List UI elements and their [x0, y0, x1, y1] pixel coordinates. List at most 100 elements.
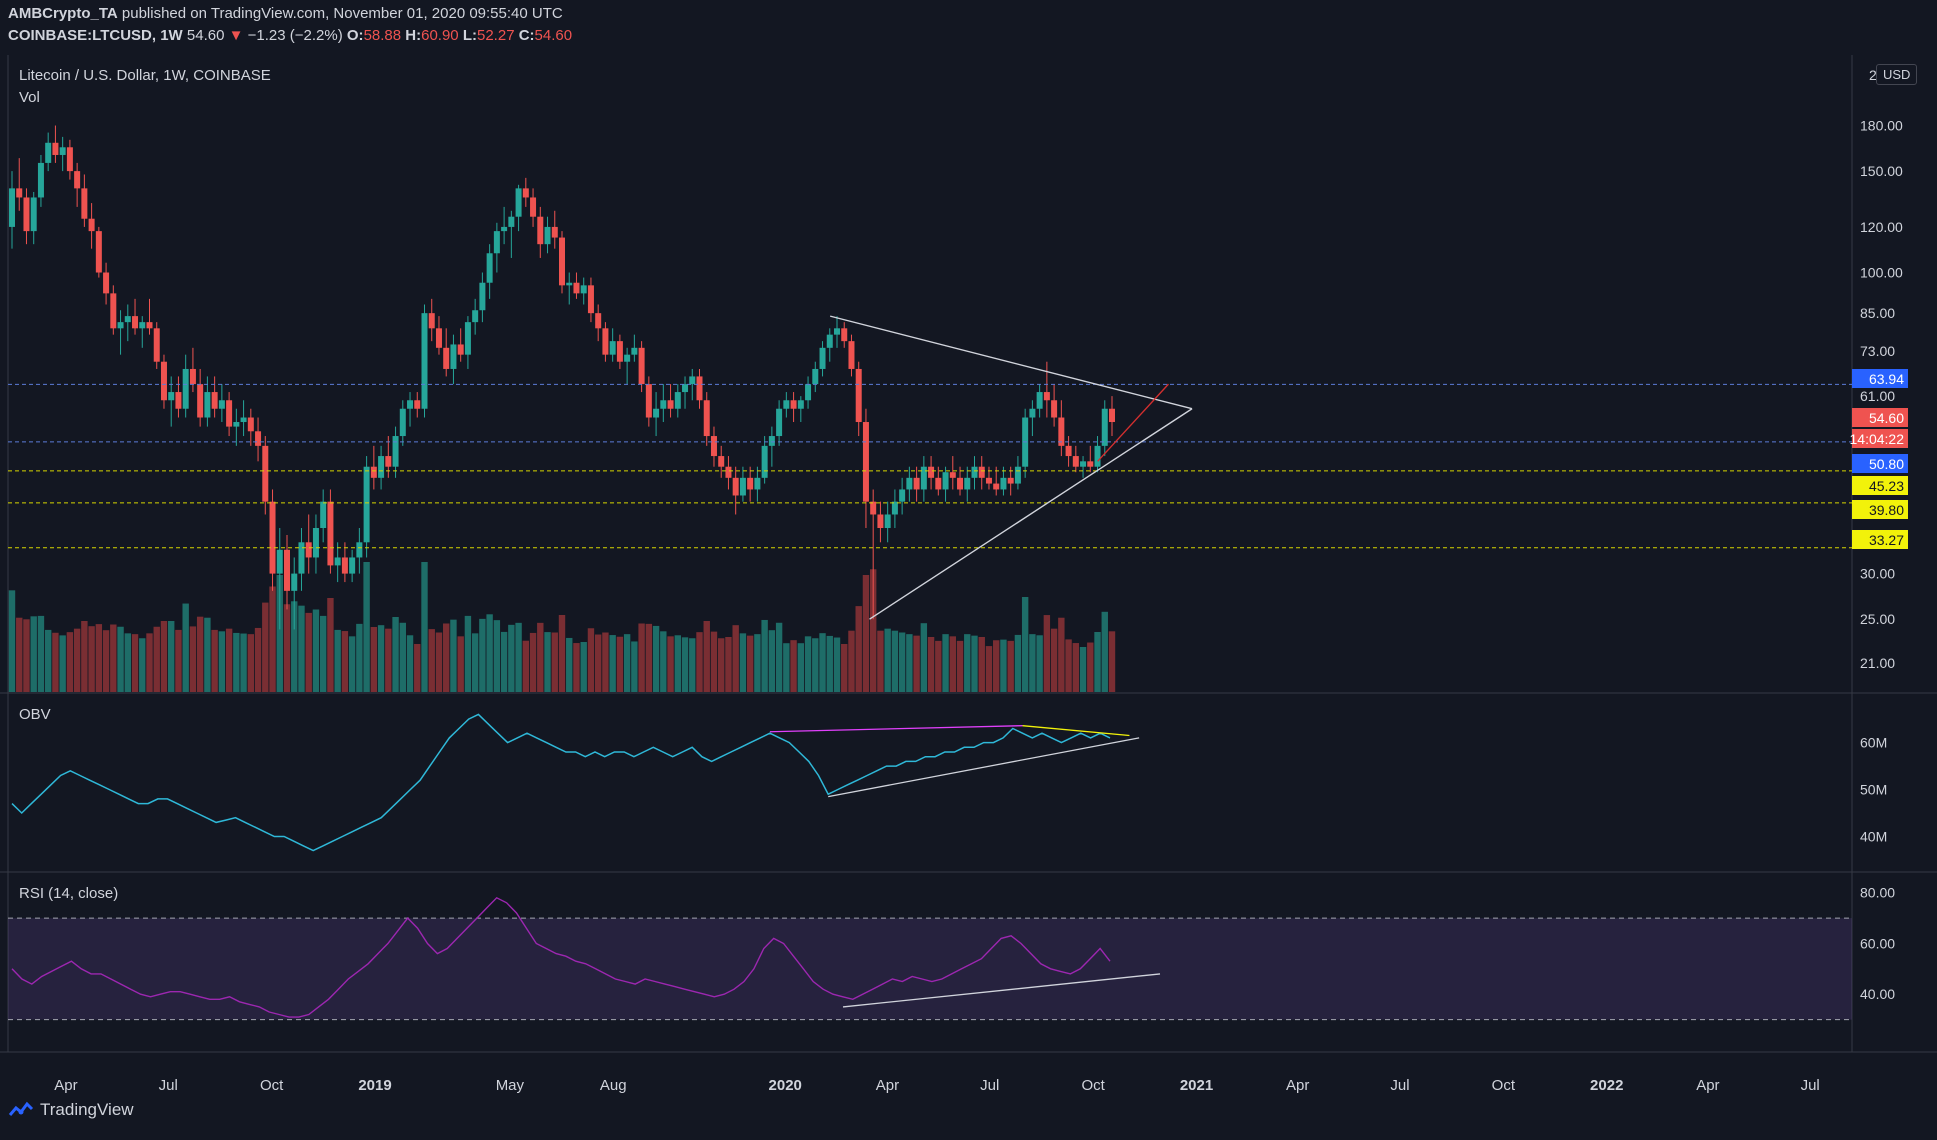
candle-body [710, 436, 717, 457]
volume-bar [739, 633, 747, 692]
candle-body [877, 514, 884, 529]
candle-body [464, 322, 471, 355]
candle-body [255, 431, 262, 446]
candle-body [638, 347, 645, 385]
volume-bar [1101, 611, 1108, 692]
footer-brand[interactable]: TradingView [8, 1100, 134, 1120]
volume-bar [392, 617, 399, 692]
candle-body [66, 147, 73, 172]
volume-bar [587, 628, 595, 692]
volume-bar [833, 637, 841, 692]
volume-bar [457, 636, 464, 692]
candle-body [103, 272, 110, 294]
volume-bar [283, 604, 291, 692]
volume-bar [710, 631, 718, 692]
candle-body [457, 344, 464, 355]
volume-bar [754, 634, 761, 692]
volume-bar [196, 616, 204, 692]
volume-bar [399, 622, 406, 692]
rsi-line [11, 896, 1111, 1018]
trendline [1097, 383, 1169, 462]
candle-body [211, 392, 218, 409]
candle-body [74, 171, 81, 189]
candle-body [197, 384, 204, 418]
volume-bar [406, 635, 414, 692]
rsi-tick-label: 40.00 [1860, 986, 1895, 1002]
candle-body [747, 477, 754, 490]
price-label-box [1852, 429, 1908, 448]
volume-bar [225, 628, 233, 692]
candle-body [305, 542, 312, 558]
volume-bar [59, 635, 66, 692]
candle-body [595, 313, 602, 329]
volume-bar [1014, 634, 1022, 692]
volume-bar [319, 615, 327, 692]
candle-body [276, 549, 283, 574]
trendline [829, 315, 1193, 410]
candle-body [971, 466, 978, 478]
volume-bar [385, 628, 392, 692]
candle-body [696, 376, 703, 401]
candle-body [993, 483, 1000, 490]
candle-body [653, 408, 660, 418]
candle-body [587, 285, 594, 314]
candle-body [81, 188, 88, 219]
volume-bar [428, 629, 435, 692]
candle-body [407, 400, 414, 409]
candle-body [957, 477, 964, 490]
volume-bar [551, 632, 558, 692]
candle-body [682, 384, 689, 393]
candle-body [920, 466, 927, 490]
candle-body [59, 147, 66, 155]
volume-bar [826, 635, 833, 692]
volume-bar [146, 633, 153, 692]
obv-trendline [1022, 725, 1130, 737]
candle-body [660, 400, 667, 409]
candle-body [942, 472, 949, 490]
obv-trendline [828, 737, 1140, 798]
volume-bar [594, 634, 602, 692]
volume-bar [566, 637, 573, 692]
candle-body [761, 445, 768, 478]
volume-bar [240, 633, 247, 692]
volume-bar [1108, 631, 1116, 692]
volume-bar [450, 619, 457, 692]
candle-body [978, 466, 985, 478]
candle-body [262, 445, 269, 502]
close-label: C: [518, 27, 535, 44]
volume-bar [906, 634, 913, 692]
volume-bar [110, 624, 117, 692]
candle-body [160, 361, 167, 401]
volume-bar [1007, 640, 1014, 692]
candle-body [95, 231, 102, 273]
volume-bar [124, 633, 131, 692]
volume-bar [783, 643, 790, 692]
obv-line [11, 713, 1111, 852]
volume-bar [942, 634, 949, 692]
rsi-tick-label: 80.00 [1860, 885, 1895, 901]
volume-bar [1029, 634, 1036, 692]
candle-body [1036, 392, 1043, 409]
low-label: L: [462, 27, 477, 44]
currency-button[interactable]: USD [1876, 64, 1918, 85]
volume-bar [175, 629, 182, 692]
volume-bar [616, 636, 624, 692]
scale-top-label: 2 [1869, 67, 1877, 83]
rsi-tick-label: 60.00 [1860, 935, 1895, 951]
volume-label: Vol [19, 89, 40, 106]
candle-body [501, 226, 508, 232]
volume-bar [131, 634, 139, 692]
volume-bar [681, 637, 689, 692]
candle-body [88, 218, 95, 232]
volume-bar [891, 630, 899, 692]
candle-body [240, 417, 247, 423]
obv-tick-label: 60M [1860, 735, 1887, 751]
candle-body [718, 456, 725, 467]
volume-bar [1050, 628, 1058, 692]
volume-bar [370, 627, 378, 692]
volume-bar [204, 617, 211, 692]
publisher-name[interactable]: AMBCrypto_TA [8, 5, 118, 22]
price-label-box [1852, 369, 1908, 388]
volume-bar [66, 632, 74, 692]
volume-bar [544, 632, 551, 692]
